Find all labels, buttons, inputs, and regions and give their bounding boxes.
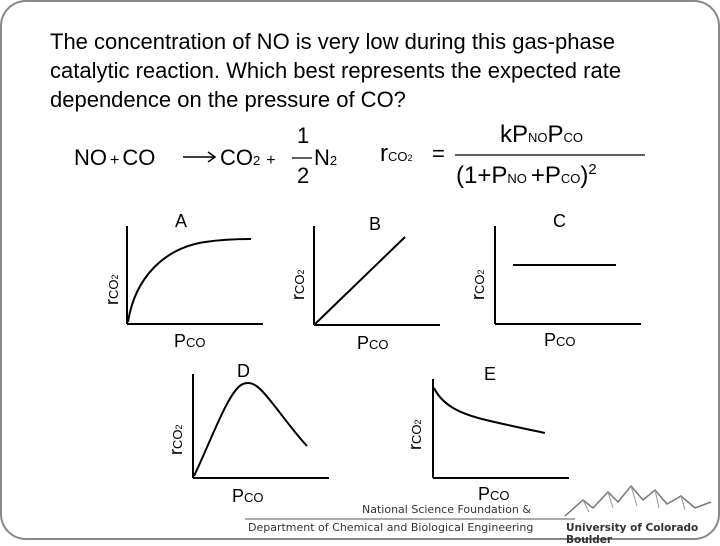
denominator-close: ) (580, 162, 589, 189)
reaction-products: CO2 + (220, 145, 282, 171)
ylabel-sub2: 2 (110, 274, 120, 280)
xlabel-main: P (357, 333, 370, 353)
plot-e-xlabel: PCO (478, 484, 510, 505)
ylabel-main: r (102, 299, 122, 305)
plot-b-xlabel: PCO (357, 333, 389, 354)
footer-nsf: National Science Foundation & (362, 503, 531, 516)
ylabel-sub: CO (472, 274, 487, 295)
plot-b-ylabel: rCO2 (288, 269, 309, 300)
rate-fraction-bar (455, 154, 645, 156)
plot-c (494, 226, 641, 325)
mountain-logo-icon (564, 484, 712, 517)
footer-university: University of Colorado Boulder (566, 522, 699, 546)
ylabel-main: r (288, 294, 308, 300)
denominator-sub-no: NO (507, 171, 527, 186)
reaction-equation: NO + CO (74, 145, 155, 171)
plot-e-curve (433, 387, 546, 434)
denominator-exponent: 2 (588, 161, 597, 178)
half-fraction-num: 1 (297, 123, 310, 148)
xlabel-main: P (232, 486, 245, 506)
product-n2-symbol: N (314, 145, 330, 170)
product-co2-sub: 2 (253, 153, 261, 168)
numerator-sub-co: CO (563, 130, 584, 145)
numerator-sub-no: NO (528, 130, 548, 145)
product-co2: CO (220, 145, 253, 170)
xlabel-main: P (174, 331, 187, 351)
xlabel-sub: CO (556, 334, 576, 349)
plot-b (313, 226, 440, 326)
plot-c-ylabel: rCO2 (468, 269, 489, 300)
xlabel-sub: CO (244, 490, 264, 505)
ylabel-main: r (405, 444, 425, 450)
plot-a-ylabel: rCO2 (102, 274, 123, 305)
rate-r: r (380, 140, 388, 167)
product-n2: N2 (314, 145, 337, 171)
plot-b-label: B (369, 214, 382, 234)
rate-equals: = (432, 141, 445, 166)
plus-sign-2: + (266, 152, 276, 169)
plot-d-label: D (237, 361, 250, 381)
plot-c-label: C (553, 211, 566, 231)
ylabel-sub2: 2 (413, 419, 423, 425)
plot-c-xlabel: PCO (544, 330, 576, 351)
ylabel-sub: CO (106, 279, 121, 300)
plot-b-curve (314, 236, 406, 325)
xlabel-sub: CO (186, 335, 206, 350)
rate-denominator: (1+PNO +PCO)2 (456, 161, 597, 190)
plot-e-label: E (484, 364, 497, 384)
plot-d (192, 374, 329, 479)
ylabel-main: r (468, 294, 488, 300)
rate-numerator: kPNOPCO (500, 121, 583, 149)
footer-department: Department of Chemical and Biological En… (248, 521, 534, 534)
footer-divider (245, 518, 575, 520)
plot-e (432, 379, 569, 479)
plus-sign: + (110, 152, 120, 169)
rate-r-sub: CO (388, 149, 408, 164)
reaction-arrow-icon (183, 151, 217, 163)
plot-a (126, 226, 263, 325)
numerator-kp: kP (500, 121, 529, 148)
numerator-p: P (547, 121, 564, 148)
ylabel-sub: CO (409, 424, 424, 445)
ylabel-main: r (166, 449, 186, 455)
xlabel-sub: CO (369, 337, 389, 352)
plot-d-curve (193, 382, 308, 477)
denominator-open: (1+ (456, 162, 492, 189)
reactant-co: CO (122, 145, 156, 170)
rate-r-sub2: 2 (407, 153, 413, 163)
xlabel-main: P (544, 330, 557, 350)
reactant-no: NO (74, 145, 107, 170)
denominator-sub-co: CO (560, 171, 581, 186)
ylabel-sub2: 2 (476, 269, 486, 275)
plot-e-ylabel: rCO2 (405, 419, 426, 450)
question-text: The concentration of NO is very low duri… (50, 29, 622, 112)
fraction-bar (292, 157, 312, 159)
half-fraction-den: 2 (297, 163, 310, 188)
ylabel-sub: CO (170, 429, 185, 450)
xlabel-main: P (478, 484, 491, 504)
xlabel-sub: CO (490, 488, 510, 503)
product-n2-sub: 2 (329, 153, 338, 168)
plot-d-xlabel: PCO (232, 486, 264, 507)
rate-symbol: rCO2 (380, 140, 413, 168)
denominator-p: P (491, 162, 508, 189)
ylabel-sub2: 2 (174, 424, 184, 430)
ylabel-sub2: 2 (296, 269, 306, 275)
ylabel-sub: CO (292, 274, 307, 295)
plot-a-curve (127, 238, 252, 323)
denominator-plus-p: +P (530, 162, 561, 189)
plot-d-ylabel: rCO2 (166, 424, 187, 455)
plot-a-xlabel: PCO (174, 331, 206, 352)
plot-a-label: A (175, 211, 188, 231)
